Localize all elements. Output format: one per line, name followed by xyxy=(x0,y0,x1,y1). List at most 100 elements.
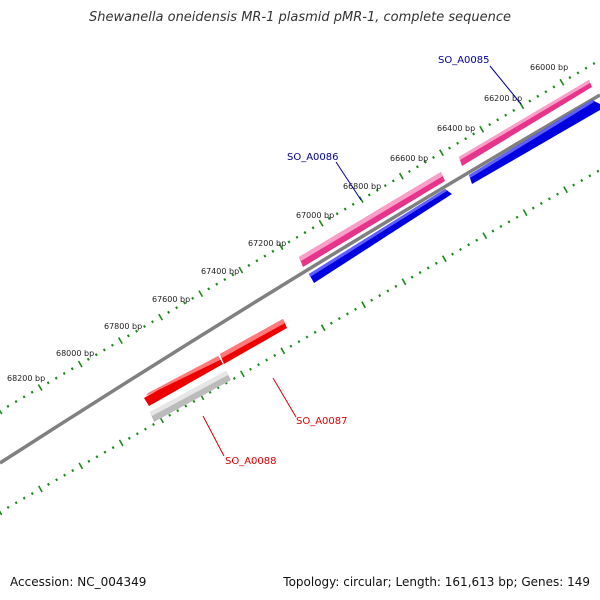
outer-tick xyxy=(86,357,90,361)
inner-tick xyxy=(588,174,592,178)
outer-tick xyxy=(544,90,548,94)
gene-SO_A0088-gene-bar-top xyxy=(150,371,228,416)
tick-label: 66400 bp xyxy=(437,124,475,133)
tick-label: 66800 bp xyxy=(343,182,381,191)
inner-tick xyxy=(71,469,75,473)
outer-tick xyxy=(576,71,580,75)
gene-label-SO_A0086[interactable]: SO_A0086 xyxy=(287,152,339,163)
inner-tick xyxy=(305,335,309,339)
inner-tick xyxy=(418,271,422,275)
outer-tick xyxy=(247,263,251,268)
inner-tick xyxy=(401,278,407,286)
inner-tick xyxy=(482,232,488,240)
inner-tick xyxy=(361,301,366,309)
gene-SO_A0086-cds-arrow-top xyxy=(309,189,447,277)
inner-tick xyxy=(265,358,269,362)
inner-tick xyxy=(103,450,107,454)
outer-tick-track xyxy=(0,61,596,415)
gene-SO_A0085[interactable] xyxy=(459,80,600,184)
outer-tick xyxy=(439,149,444,157)
inner-tick xyxy=(111,446,115,450)
callout-SO_A0087 xyxy=(272,377,297,418)
tick-label: 67800 bp xyxy=(104,322,142,331)
outer-tick xyxy=(391,179,395,183)
inner-tick xyxy=(378,294,382,298)
inner-tick xyxy=(386,289,390,293)
inner-tick xyxy=(370,298,374,302)
tick-label: 67600 bp xyxy=(152,295,190,304)
outer-tick xyxy=(512,108,516,113)
inner-tick xyxy=(127,436,131,440)
outer-tick xyxy=(472,132,476,136)
inner-tick xyxy=(394,284,398,288)
inner-tick xyxy=(0,510,3,516)
outer-tick xyxy=(175,306,179,310)
tick-label: 66200 bp xyxy=(484,94,522,103)
outer-tick xyxy=(592,61,596,66)
outer-tick xyxy=(110,343,114,347)
outer-tick xyxy=(117,337,123,345)
inner-tick xyxy=(6,505,10,509)
inner-tick xyxy=(515,215,519,219)
inner-tick xyxy=(531,206,535,210)
gene-SO_A0086-gene-bar-top xyxy=(299,172,443,261)
inner-tick xyxy=(563,186,568,194)
gene-SO_A0085-cds-arrow-top xyxy=(469,100,594,178)
outer-tick xyxy=(207,287,211,291)
outer-tick xyxy=(70,367,74,371)
tick-label: 68200 bp xyxy=(7,374,45,383)
inner-tick xyxy=(14,501,18,505)
inner-tick xyxy=(354,307,357,311)
gene-SO_A0086[interactable] xyxy=(299,172,452,283)
inner-tick xyxy=(38,485,43,493)
outer-tick xyxy=(536,94,540,98)
outer-tick xyxy=(223,277,227,282)
outer-tick xyxy=(351,202,355,206)
outer-tick xyxy=(263,254,267,258)
inner-tick xyxy=(499,224,503,228)
outer-tick xyxy=(6,404,10,408)
gene-SO_A0087-second-bar[interactable] xyxy=(144,356,223,406)
gene-SO_A0087-second-bar-top xyxy=(146,356,220,396)
inner-tick xyxy=(572,183,576,187)
outer-tick xyxy=(559,78,565,86)
outer-tick xyxy=(311,226,315,230)
inner-tick xyxy=(434,261,438,265)
outer-tick xyxy=(0,409,3,415)
inner-tick xyxy=(78,462,84,470)
outer-tick xyxy=(14,400,18,404)
inner-tick xyxy=(273,353,277,357)
outer-tick xyxy=(126,334,130,338)
outer-tick xyxy=(415,165,419,169)
outer-tick xyxy=(37,384,43,391)
outer-tick xyxy=(271,249,275,253)
outer-tick xyxy=(46,381,50,385)
outer-tick xyxy=(407,169,411,174)
inner-tick xyxy=(320,324,326,332)
outer-tick xyxy=(151,320,154,324)
gene-label-SO_A0088[interactable]: SO_A0088 xyxy=(225,456,277,467)
gene-label-SO_A0085[interactable]: SO_A0085 xyxy=(438,55,490,66)
inner-tick xyxy=(491,229,495,233)
gene-label-SO_A0087[interactable]: SO_A0087 xyxy=(296,416,348,427)
inner-tick xyxy=(135,432,139,436)
gene-SO_A0086-cds-arrow[interactable] xyxy=(309,189,452,283)
outer-tick xyxy=(327,216,331,220)
outer-tick xyxy=(135,329,138,333)
inner-tick xyxy=(580,178,584,182)
gene-SO_A0087[interactable] xyxy=(144,319,287,406)
inner-tick xyxy=(345,312,349,316)
tick-label: 66000 bp xyxy=(530,63,568,72)
inner-tick xyxy=(451,252,454,256)
gene-SO_A0088[interactable] xyxy=(150,371,231,422)
accession-text: Accession: NC_004349 xyxy=(10,575,147,589)
gene-SO_A0085-cds-arrow[interactable] xyxy=(469,100,600,184)
inner-tick xyxy=(547,197,551,201)
inner-tick xyxy=(30,492,34,496)
outer-tick xyxy=(303,231,307,235)
outer-tick xyxy=(191,296,195,300)
outer-tick xyxy=(375,188,379,192)
inner-tick xyxy=(184,404,188,408)
outer-tick xyxy=(278,243,284,251)
